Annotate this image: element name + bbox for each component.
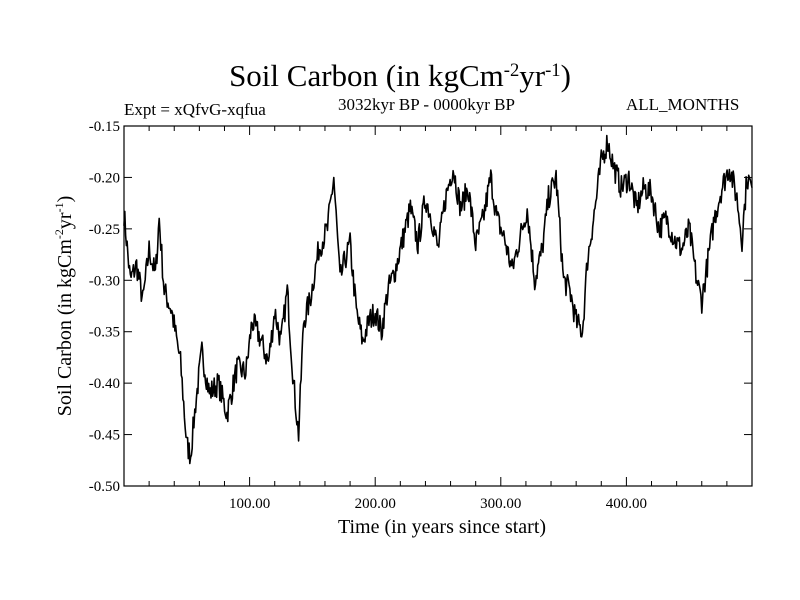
x-axis: 100.00 200.00 300.00 400.00 [148, 126, 728, 512]
plot-frame [123, 125, 753, 487]
y-tick-label: -0.30 [89, 273, 120, 289]
x-tick-label: 100.00 [229, 496, 270, 512]
chart-title: Soil Carbon (in kgCm-2yr-1) [229, 58, 571, 93]
period-label: 3032kyr BP - 0000kyr BP [338, 95, 515, 114]
y-tick-label: -0.45 [89, 428, 120, 444]
y-tick-label: -0.50 [89, 479, 120, 495]
experiment-label: Expt = xQfvG-xqfua [124, 100, 266, 119]
season-label: ALL_MONTHS [626, 95, 740, 114]
y-axis: -0.50 -0.45 -0.40 -0.35 -0.30 -0.25 -0.20 -0.15 [89, 119, 752, 495]
x-tick-label: 200.00 [355, 496, 396, 512]
x-axis-label: Time (in years since start) [338, 516, 546, 538]
y-tick-label: -0.35 [89, 325, 120, 341]
y-tick-label: -0.40 [89, 376, 120, 392]
series-line-soil-carbon [123, 134, 753, 465]
y-tick-label: -0.25 [89, 222, 120, 238]
y-axis-label: Soil Carbon (in kgCm-2yr-1) [52, 196, 76, 417]
y-tick-label: -0.15 [89, 119, 120, 135]
y-tick-label: -0.20 [89, 170, 120, 186]
x-tick-label: 400.00 [606, 496, 647, 512]
x-tick-label: 300.00 [480, 496, 521, 512]
